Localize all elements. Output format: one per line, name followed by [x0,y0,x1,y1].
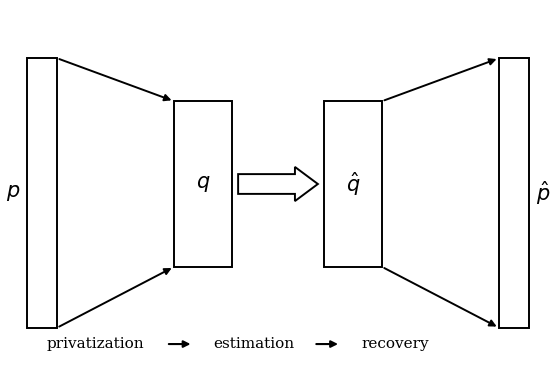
FancyArrow shape [238,167,318,201]
Bar [27,58,57,328]
Text: $\hat{q}$: $\hat{q}$ [346,170,360,198]
Text: estimation: estimation [213,337,294,351]
Text: privatization: privatization [46,337,144,351]
Bar [499,58,529,328]
Bar [325,101,382,267]
Bar [174,101,231,267]
Text: $q$: $q$ [196,174,210,194]
Text: recovery: recovery [361,337,429,351]
Text: $p$: $p$ [6,183,20,203]
Text: $\hat{p}$: $\hat{p}$ [536,179,550,207]
